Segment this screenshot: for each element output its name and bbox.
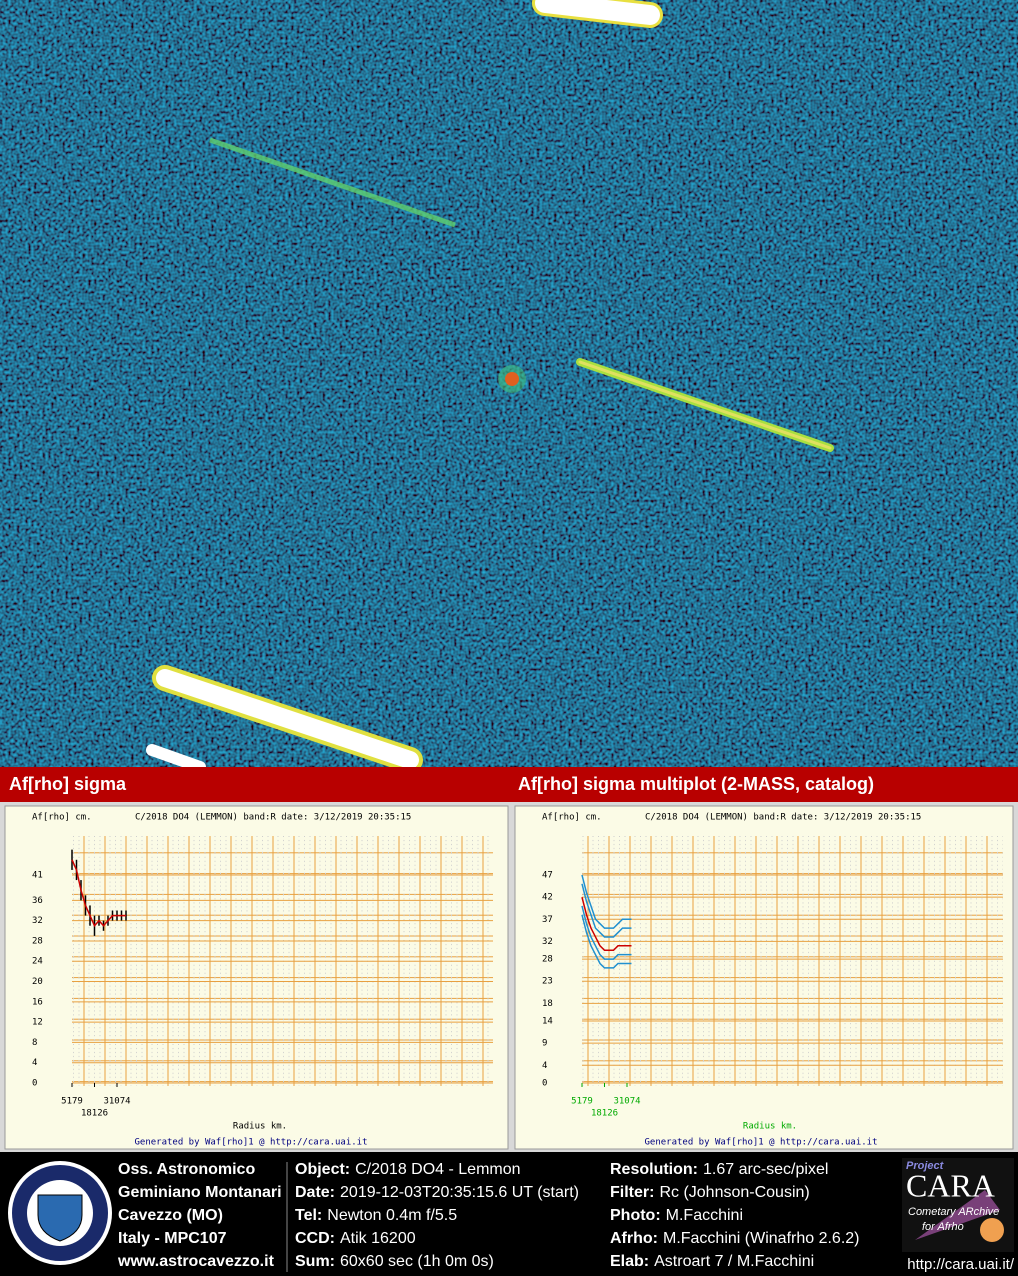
y-tick-label: 47 bbox=[542, 871, 553, 881]
x-axis-label: Radius km. bbox=[743, 1122, 797, 1132]
comet-nucleus bbox=[505, 372, 519, 386]
data-line bbox=[581, 905, 632, 960]
y-tick-label: 18 bbox=[542, 999, 553, 1009]
y-tick-label: 23 bbox=[542, 977, 553, 987]
detail-value: Astroart 7 / M.Facchini bbox=[654, 1253, 814, 1270]
y-tick-label: 8 bbox=[32, 1038, 37, 1048]
observatory-line: www.astrocavezzo.it bbox=[117, 1253, 275, 1270]
x-tick-label: 18126 bbox=[591, 1109, 618, 1119]
star-trail-core bbox=[535, 0, 660, 25]
y-axis-label: Af[rho] cm. bbox=[32, 813, 92, 823]
y-tick-label: 32 bbox=[32, 916, 43, 926]
detail-label: CCD: bbox=[295, 1230, 335, 1247]
data-line bbox=[71, 859, 126, 928]
detail-label: Tel: bbox=[295, 1207, 322, 1224]
y-tick-label: 32 bbox=[542, 937, 553, 947]
detail-label: Afrho: bbox=[610, 1230, 658, 1247]
cara-subtitle: for Afrho bbox=[922, 1221, 964, 1233]
y-tick-label: 4 bbox=[32, 1058, 37, 1068]
y-tick-label: 41 bbox=[32, 871, 43, 881]
chart-footer: Generated by Waf[rho]1 @ http://cara.uai… bbox=[645, 1138, 878, 1148]
y-tick-label: 16 bbox=[32, 997, 43, 1007]
star-trail bbox=[146, 744, 206, 773]
x-tick-label: 5179 bbox=[571, 1097, 593, 1107]
y-axis-label: Af[rho] cm. bbox=[542, 813, 602, 823]
detail-value: M.Facchini (Winafrho 2.6.2) bbox=[663, 1230, 860, 1247]
cara-name: CARA bbox=[906, 1167, 995, 1203]
detail-label: Elab: bbox=[610, 1253, 649, 1270]
observatory-line: Oss. Astronomico bbox=[118, 1161, 255, 1178]
data-line bbox=[581, 896, 632, 951]
y-tick-label: 28 bbox=[542, 955, 553, 965]
observatory-line: Cavezzo (MO) bbox=[118, 1207, 223, 1224]
y-tick-label: 9 bbox=[542, 1039, 547, 1049]
cara-comet bbox=[915, 1190, 1000, 1240]
detail-value: M.Facchini bbox=[666, 1207, 743, 1224]
detail-value: 60x60 sec (1h 0m 0s) bbox=[340, 1253, 494, 1270]
y-tick-label: 20 bbox=[32, 977, 43, 987]
logo-shield bbox=[37, 1194, 83, 1242]
x-tick-label: 31074 bbox=[103, 1097, 130, 1107]
y-tick-label: 14 bbox=[542, 1017, 553, 1027]
detail-label: Photo: bbox=[610, 1207, 661, 1224]
detail-value: Rc (Johnson-Cousin) bbox=[659, 1184, 809, 1201]
y-tick-label: 37 bbox=[542, 915, 553, 925]
y-tick-label: 24 bbox=[32, 957, 43, 967]
chart-title: C/2018 DO4 (LEMMON) band:R date: 3/12/20… bbox=[645, 813, 921, 823]
detail-label: Resolution: bbox=[610, 1161, 698, 1178]
cara-project: Project bbox=[906, 1160, 945, 1172]
x-tick-label: 5179 bbox=[61, 1097, 83, 1107]
x-tick-label: 18126 bbox=[81, 1109, 108, 1119]
y-tick-label: 42 bbox=[542, 893, 553, 903]
chart-title: C/2018 DO4 (LEMMON) band:R date: 3/12/20… bbox=[135, 813, 411, 823]
y-tick-label: 12 bbox=[32, 1018, 43, 1028]
y-tick-label: 0 bbox=[542, 1079, 547, 1089]
y-tick-label: 28 bbox=[32, 936, 43, 946]
detail-label: Object: bbox=[295, 1161, 350, 1178]
detail-value: Newton 0.4m f/5.5 bbox=[327, 1207, 457, 1224]
star-trail bbox=[209, 137, 456, 228]
panel-title: Af[rho] sigma bbox=[9, 774, 127, 794]
observatory-line: Italy - MPC107 bbox=[118, 1230, 227, 1247]
y-tick-label: 0 bbox=[32, 1079, 37, 1089]
detail-value: 2019-12-03T20:35:15.6 UT (start) bbox=[340, 1184, 579, 1201]
chart-footer: Generated by Waf[rho]1 @ http://cara.uai… bbox=[135, 1138, 368, 1148]
data-line bbox=[581, 914, 632, 969]
detail-label: Date: bbox=[295, 1184, 335, 1201]
star-trail-core bbox=[578, 360, 832, 450]
cara-subtitle: Cometary ARchive bbox=[908, 1206, 999, 1218]
data-line bbox=[581, 883, 632, 938]
detail-label: Sum: bbox=[295, 1253, 335, 1270]
cara-comet-head bbox=[980, 1218, 1004, 1242]
cara-url: http://cara.uai.it/ bbox=[907, 1256, 1015, 1273]
plot-area bbox=[582, 836, 1003, 1086]
observatory-line: Geminiano Montanari bbox=[118, 1184, 282, 1201]
x-tick-label: 31074 bbox=[613, 1097, 640, 1107]
title-band bbox=[0, 767, 1018, 802]
detail-value: Atik 16200 bbox=[340, 1230, 416, 1247]
panel-title: Af[rho] sigma multiplot (2-MASS, catalog… bbox=[518, 774, 874, 794]
data-line bbox=[581, 874, 632, 929]
x-axis-label: Radius km. bbox=[233, 1122, 287, 1132]
footer bbox=[0, 1152, 1018, 1276]
y-tick-label: 4 bbox=[542, 1061, 547, 1071]
detail-value: 1.67 arc-sec/pixel bbox=[703, 1161, 828, 1178]
y-tick-label: 36 bbox=[32, 896, 43, 906]
star-trail-core bbox=[156, 669, 419, 769]
detail-label: Filter: bbox=[610, 1184, 654, 1201]
detail-value: C/2018 DO4 - Lemmon bbox=[355, 1161, 520, 1178]
